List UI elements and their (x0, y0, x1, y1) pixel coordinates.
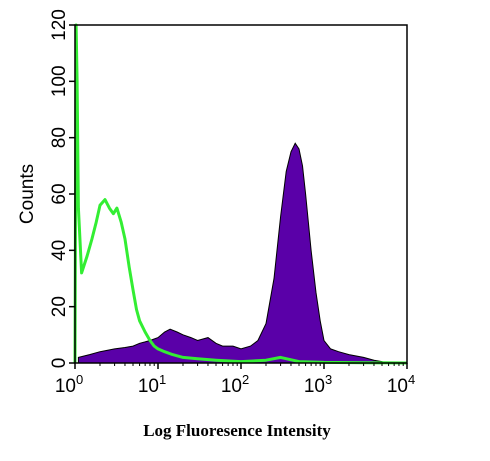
y-axis-label: Counts (17, 164, 38, 224)
y-tick-label: 80 (49, 127, 70, 148)
series-1-line (73, 23, 408, 365)
y-tick-label: 100 (49, 65, 70, 97)
x-tick-label: 100 (55, 372, 83, 397)
x-tick-label: 104 (387, 372, 415, 397)
x-tick-label: 101 (138, 372, 166, 397)
series-0-area (77, 142, 383, 364)
y-tick-label: 20 (49, 296, 70, 317)
x-tick-label: 103 (304, 372, 332, 397)
y-tick-label: 40 (49, 240, 70, 261)
y-tick-label: 120 (49, 9, 70, 41)
plot-frame (74, 24, 408, 364)
y-tick-label: 60 (49, 183, 70, 204)
x-axis-label: Log Fluoresence Intensity (143, 421, 331, 440)
x-tick-label: 102 (221, 372, 249, 397)
y-tick-label: 0 (49, 358, 70, 369)
